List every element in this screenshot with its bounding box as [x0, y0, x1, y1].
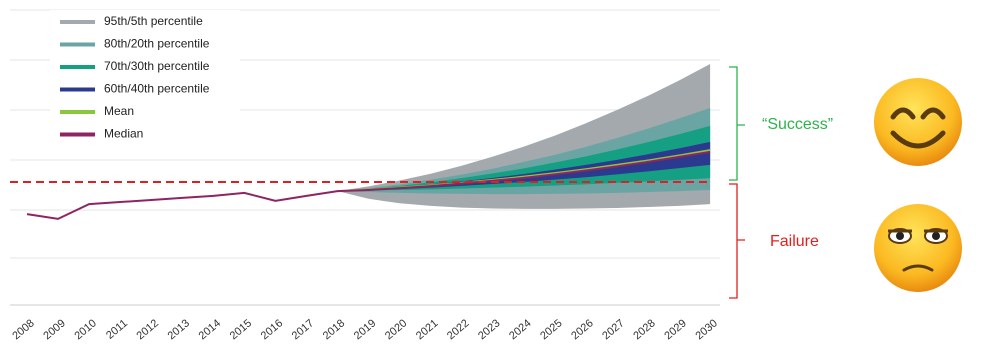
x-tick-label: 2013: [166, 317, 192, 342]
failure-bracket: [729, 183, 745, 299]
success-label: “Success”: [762, 116, 833, 133]
unhappy-emoji: [874, 204, 962, 292]
series-line: [26, 150, 711, 220]
happy-emoji: [874, 78, 962, 166]
x-tick-label: 2016: [259, 317, 285, 342]
x-tick-label: 2018: [321, 317, 347, 342]
legend-label: Mean: [104, 104, 134, 118]
legend-label: 80th/20th percentile: [104, 37, 210, 51]
x-tick-label: 2010: [72, 317, 98, 342]
legend-label: 70th/30th percentile: [104, 59, 210, 73]
x-tick-label: 2023: [476, 317, 502, 342]
x-tick-label: 2019: [352, 317, 378, 342]
legend-label: 60th/40th percentile: [104, 82, 210, 96]
legend-label: 95th/5th percentile: [104, 14, 203, 28]
x-tick-label: 2026: [569, 317, 595, 342]
percentile-band: [337, 125, 711, 192]
x-tick-label: 2008: [10, 317, 36, 342]
x-tick-label: 2024: [507, 317, 533, 342]
x-tick-label: 2017: [290, 317, 316, 342]
plot: [10, 63, 712, 220]
x-tick-label: 2014: [197, 317, 223, 342]
x-tick-label: 2009: [41, 317, 67, 342]
legend: 95th/5th percentile 80th/20th percentile 7…: [50, 10, 240, 146]
legend-label: Median: [104, 127, 143, 141]
x-tick-label: 2025: [538, 317, 564, 342]
x-tick-label: 2028: [631, 317, 657, 342]
x-tick-label: 2029: [662, 317, 688, 342]
x-tick-label: 2015: [228, 317, 254, 342]
x-tick-label: 2011: [104, 317, 130, 341]
x-tick-label: 2012: [135, 317, 161, 342]
x-tick-label: 2020: [383, 317, 409, 342]
x-tick-label: 2030: [693, 317, 719, 342]
x-tick-label: 2027: [600, 317, 626, 342]
legend-background: [50, 10, 240, 146]
success-bracket: [729, 66, 745, 181]
failure-label: Failure: [770, 233, 819, 250]
x-tick-label: 2022: [445, 317, 471, 342]
x-tick-label: 2021: [414, 317, 440, 342]
